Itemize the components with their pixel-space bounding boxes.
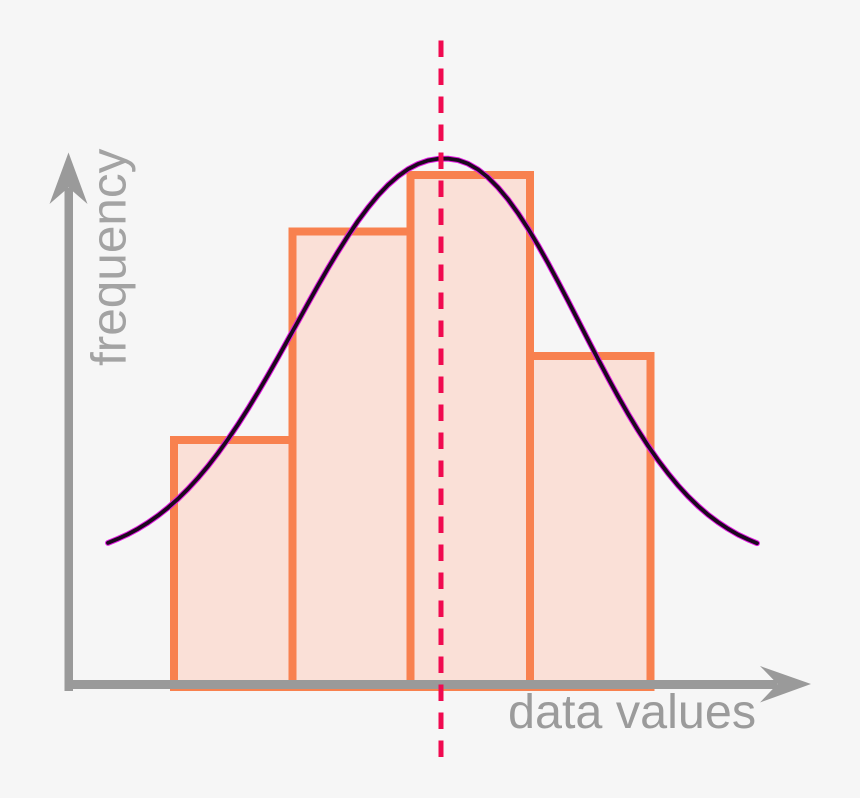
svg-text:frequency: frequency <box>82 148 137 366</box>
svg-text:data values: data values <box>508 685 756 739</box>
